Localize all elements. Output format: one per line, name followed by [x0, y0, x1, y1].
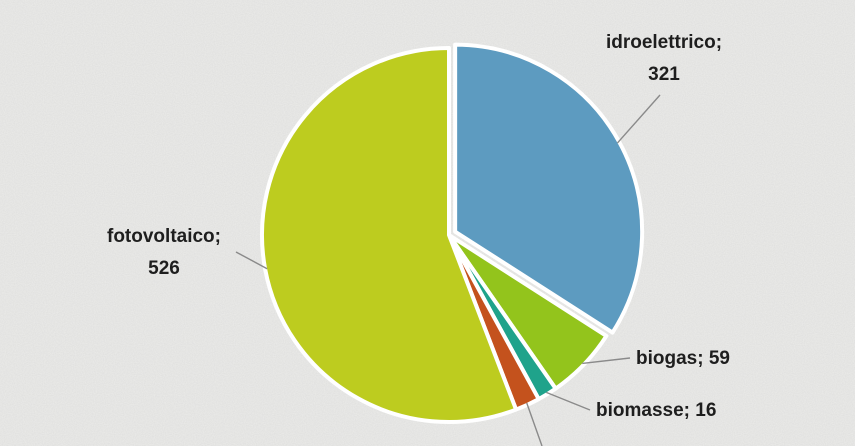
label-fotovoltaico-value: 526	[148, 258, 180, 279]
label-idroelettrico-value: 321	[648, 64, 680, 85]
leader-line-fotovoltaico	[235, 251, 268, 270]
leader-line-_3	[526, 402, 543, 446]
leader-line-biogas	[582, 357, 631, 365]
label-biomasse: biomasse; 16	[596, 400, 716, 421]
leader-line-biomasse	[546, 391, 591, 411]
pie-slice-fotovoltaico	[260, 46, 519, 424]
label-biogas: biogas; 59	[636, 348, 730, 369]
label-fotovoltaico-name: fotovoltaico;	[107, 226, 221, 247]
label-idroelettrico-name: idroelettrico;	[606, 32, 722, 53]
leader-line-idroelettrico	[616, 94, 661, 144]
